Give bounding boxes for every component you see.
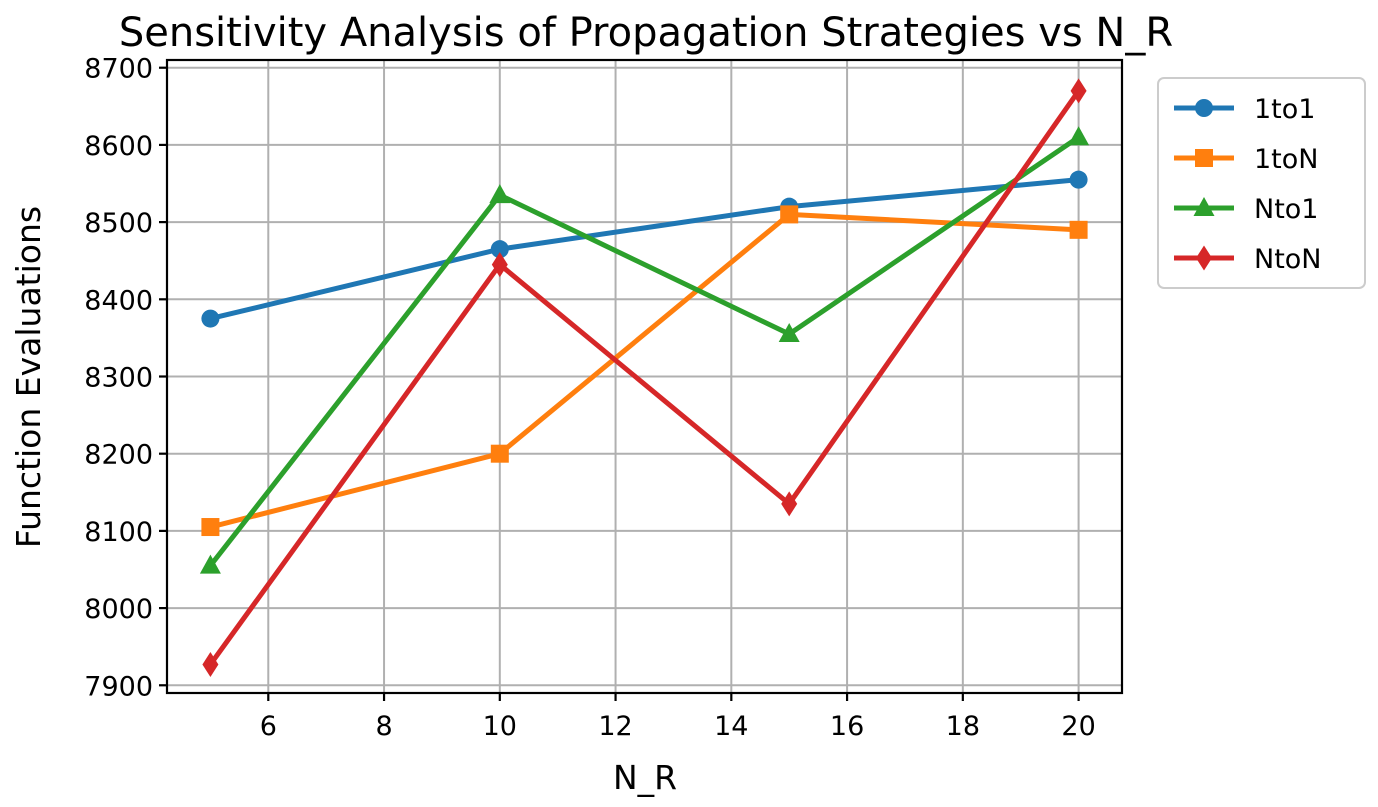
series-Nto1 [199, 126, 1090, 574]
data-point-marker [491, 252, 508, 278]
data-point-marker [490, 240, 509, 259]
legend-label: 1toN [1254, 144, 1318, 175]
series-NtoN [202, 78, 1087, 677]
legend-box [1157, 77, 1366, 289]
x-tick-label: 16 [830, 711, 864, 742]
y-tick-label: 8400 [84, 285, 153, 316]
series-group [199, 78, 1090, 677]
y-tick-label: 8100 [84, 517, 153, 548]
y-tick-label: 8000 [84, 594, 153, 625]
data-point-marker [1070, 78, 1087, 104]
data-point-marker [201, 309, 220, 328]
data-point-marker [490, 444, 509, 463]
series-line [207, 211, 1082, 530]
data-point-marker [202, 651, 219, 677]
legend-marker [1193, 197, 1215, 216]
legend-item: NtoN [1174, 244, 1322, 275]
chart-title: Sensitivity Analysis of Propagation Stra… [119, 10, 1173, 56]
legend-marker [1195, 149, 1213, 167]
x-tick-label: 18 [946, 711, 980, 742]
series-line [207, 134, 1082, 569]
series-line [207, 88, 1082, 667]
legend: 1to1 1toN Nto1 NtoN [1157, 77, 1366, 289]
series-line [207, 177, 1082, 322]
data-point-marker [199, 554, 221, 574]
x-tick-label: 6 [260, 711, 277, 742]
series-1to1 [201, 170, 1088, 328]
legend-item: Nto1 [1174, 194, 1318, 225]
x-tick-label: 14 [714, 711, 748, 742]
axis-ticks: 6 8 10 12 14 16 18 20 7900 8000 8100 8200 8300 8400 85… [84, 54, 1095, 742]
data-point-marker [778, 323, 800, 343]
y-tick-label: 7900 [84, 671, 153, 702]
y-axis-label: Function Evaluations [9, 206, 48, 548]
x-axis-label: N_R [613, 758, 677, 797]
y-tick-label: 8500 [84, 208, 153, 239]
legend-label: Nto1 [1254, 194, 1318, 225]
data-point-marker [201, 518, 220, 537]
legend-item: 1to1 [1174, 94, 1315, 125]
y-tick-label: 8700 [84, 54, 153, 85]
data-point-marker [780, 205, 799, 224]
x-tick-label: 12 [598, 711, 632, 742]
data-point-marker [1069, 220, 1088, 239]
y-tick-label: 8200 [84, 440, 153, 471]
series-1toN [201, 205, 1088, 537]
y-tick-label: 8600 [84, 131, 153, 162]
x-tick-label: 20 [1061, 711, 1095, 742]
data-point-marker [1069, 170, 1088, 189]
grid-lines [167, 60, 1122, 693]
legend-label: 1to1 [1254, 94, 1315, 125]
x-tick-label: 10 [483, 711, 517, 742]
legend-label: NtoN [1254, 244, 1322, 275]
data-point-marker [489, 184, 511, 204]
legend-marker [1196, 245, 1212, 271]
legend-item: 1toN [1174, 144, 1318, 175]
y-tick-label: 8300 [84, 363, 153, 394]
data-point-marker [781, 491, 798, 517]
data-point-marker [1068, 126, 1090, 146]
legend-marker [1195, 99, 1213, 117]
x-tick-label: 8 [375, 711, 392, 742]
